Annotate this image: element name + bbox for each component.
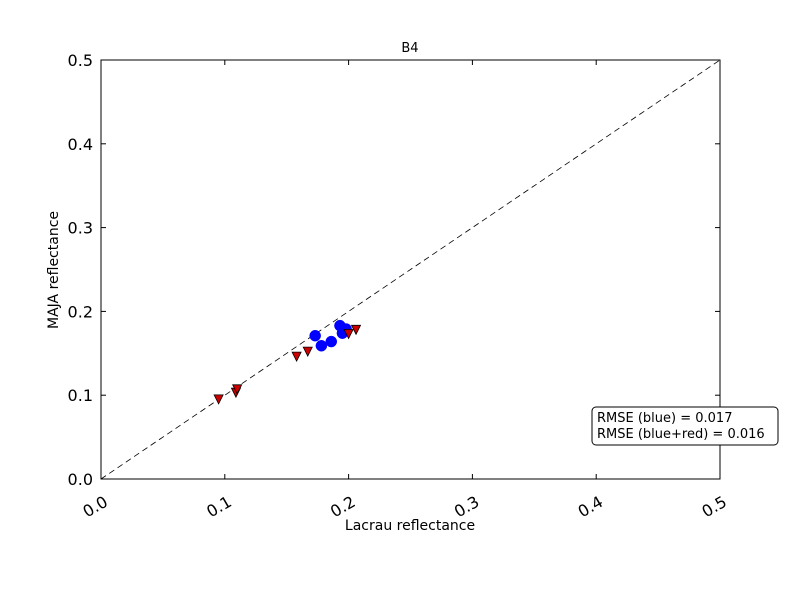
rmse-blue-label: RMSE (blue) = 0.017	[597, 411, 732, 426]
blue-circle-point	[325, 335, 338, 348]
x-axis-title: Lacrau reflectance	[345, 518, 475, 534]
y-tick-label: 0.3	[68, 219, 93, 238]
x-tick-label: 0.2	[327, 492, 359, 521]
red-triangle-point	[350, 324, 362, 336]
red-triangle-point	[232, 384, 243, 395]
x-tick-label: 0.4	[575, 492, 607, 521]
one-to-one-reference-line	[100, 59, 721, 480]
data-points	[213, 319, 362, 405]
y-tick-label: 0.2	[68, 302, 93, 321]
x-tick-label: 0.0	[79, 492, 111, 521]
blue-circle-point	[315, 340, 328, 352]
x-tick-label: 0.1	[203, 492, 235, 521]
chart-title: B4	[401, 41, 418, 56]
y-tick-label: 0.0	[68, 470, 93, 489]
rmse-annotation-box: RMSE (blue) = 0.017 RMSE (blue+red) = 0.…	[591, 406, 779, 446]
x-tick-label: 0.5	[698, 492, 730, 521]
red-triangle-point	[343, 329, 354, 340]
red-triangle-point	[302, 346, 313, 358]
axis-ticks: 0.0 0.1 0.2 0.3 0.4 0.5 0.0 0.1 0.2 0.3 0.4 0.5	[68, 51, 730, 521]
y-tick-label: 0.1	[68, 386, 93, 405]
y-tick-label: 0.5	[68, 51, 93, 70]
red-triangle-point	[213, 394, 224, 405]
y-axis-title: MAJA reflectance	[46, 211, 62, 329]
plot-area-frame	[100, 59, 721, 480]
x-tick-label: 0.3	[451, 492, 483, 521]
red-triangle-point	[291, 351, 302, 363]
rmse-box-border	[591, 406, 779, 446]
blue-circle-point	[309, 329, 321, 342]
rmse-blue-red-label: RMSE (blue+red) = 0.016	[597, 427, 765, 442]
y-tick-label: 0.4	[68, 135, 93, 154]
